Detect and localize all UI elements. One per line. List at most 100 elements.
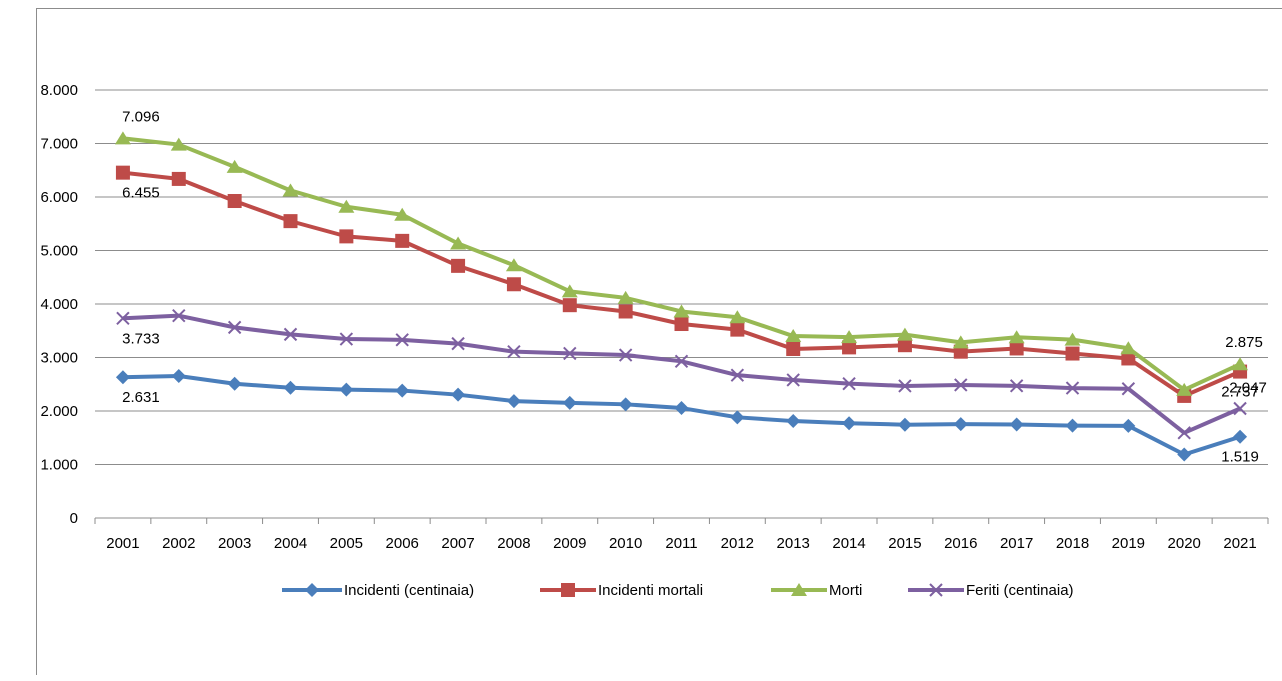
x-tick-label-14: 2015 bbox=[888, 535, 921, 552]
y-tick-label-5: 5.000 bbox=[40, 243, 78, 260]
point-1-2 bbox=[227, 194, 242, 209]
point-2-2 bbox=[226, 159, 243, 173]
point-0-19 bbox=[1177, 447, 1192, 462]
x-tick-label-17: 2018 bbox=[1056, 535, 1089, 552]
y-tick-label-6: 6.000 bbox=[40, 189, 78, 206]
point-3-2 bbox=[227, 320, 242, 335]
data-label-5: 2.737 bbox=[1221, 384, 1259, 401]
x-tick-label-10: 2011 bbox=[665, 535, 697, 552]
point-3-15 bbox=[954, 378, 968, 392]
point-2-4 bbox=[338, 199, 355, 213]
legend-item-0: Incidenti (centinaia) bbox=[282, 582, 474, 599]
point-3-4 bbox=[339, 332, 354, 346]
legend: Incidenti (centinaia) Incidenti mortali Mo… bbox=[282, 582, 1074, 599]
legend-swatch-marker-3 bbox=[929, 583, 943, 597]
point-1-5 bbox=[395, 233, 410, 248]
y-tick-label-8: 8.000 bbox=[40, 82, 78, 99]
point-3-20 bbox=[1233, 401, 1247, 416]
point-0-8 bbox=[562, 395, 577, 410]
data-label-1: 6.455 bbox=[122, 185, 160, 202]
point-1-14 bbox=[897, 338, 912, 353]
point-0-11 bbox=[730, 410, 745, 425]
point-2-0 bbox=[114, 131, 131, 145]
chart-area: 0 1.000 2.000 3.000 4.000 5.000 6.000 7.000 8.00… bbox=[36, 8, 1282, 675]
point-1-10 bbox=[674, 317, 689, 332]
x-tick-label-9: 2010 bbox=[609, 535, 642, 552]
x-tick-label-19: 2020 bbox=[1168, 535, 1201, 552]
legend-label-2: Morti bbox=[829, 582, 862, 599]
point-0-2 bbox=[227, 376, 242, 391]
data-label-2: 3.733 bbox=[122, 330, 160, 347]
point-3-5 bbox=[395, 333, 409, 347]
point-2-9 bbox=[617, 290, 634, 304]
point-1-6 bbox=[451, 258, 466, 273]
point-3-6 bbox=[451, 336, 465, 351]
data-label-7: 1.519 bbox=[1221, 449, 1259, 466]
point-2-1 bbox=[170, 137, 187, 151]
data-label-6: 2.047 bbox=[1229, 379, 1267, 396]
x-tick-label-6: 2007 bbox=[441, 535, 474, 552]
point-0-1 bbox=[171, 369, 186, 384]
legend-label-1: Incidenti mortali bbox=[598, 582, 703, 599]
point-0-3 bbox=[283, 380, 298, 395]
point-0-15 bbox=[953, 417, 968, 432]
x-tick-label-16: 2017 bbox=[1000, 535, 1033, 552]
y-tick-label-1: 1.000 bbox=[40, 457, 78, 474]
point-3-1 bbox=[172, 308, 186, 323]
point-2-11 bbox=[729, 310, 746, 324]
line-chart: 0 1.000 2.000 3.000 4.000 5.000 6.000 7.000 8.00… bbox=[40, 82, 1269, 599]
point-2-6 bbox=[450, 236, 467, 250]
point-3-0 bbox=[116, 311, 130, 325]
point-1-17 bbox=[1065, 346, 1080, 361]
point-3-19 bbox=[1177, 426, 1191, 440]
legend-swatch-marker-1 bbox=[561, 583, 575, 597]
x-tick-label-3: 2004 bbox=[274, 535, 307, 552]
point-3-3 bbox=[283, 327, 298, 342]
point-2-8 bbox=[561, 284, 578, 298]
point-0-16 bbox=[1009, 417, 1024, 432]
point-2-12 bbox=[785, 329, 802, 343]
y-tick-label-0: 0 bbox=[70, 510, 78, 527]
x-axis-tick-labels: 2001 2002 2003 2004 2005 2006 2007 2008 2009 2010… bbox=[106, 535, 1257, 552]
point-3-17 bbox=[1065, 381, 1080, 395]
point-2-20 bbox=[1232, 357, 1249, 371]
point-3-7 bbox=[507, 344, 521, 359]
x-tick-label-12: 2013 bbox=[777, 535, 810, 552]
x-tick-label-11: 2012 bbox=[721, 535, 754, 552]
x-tick-label-15: 2016 bbox=[944, 535, 977, 552]
point-0-4 bbox=[339, 382, 354, 397]
point-3-13 bbox=[842, 376, 856, 391]
series-0 bbox=[115, 369, 1248, 462]
point-0-14 bbox=[897, 417, 912, 432]
point-1-4 bbox=[339, 229, 354, 244]
point-3-14 bbox=[898, 379, 912, 393]
point-2-5 bbox=[394, 207, 411, 221]
series-3 bbox=[116, 308, 1247, 440]
point-0-9 bbox=[618, 397, 633, 412]
x-tick-label-0: 2001 bbox=[106, 535, 139, 552]
point-3-16 bbox=[1009, 379, 1024, 393]
point-2-10 bbox=[673, 304, 690, 318]
point-2-18 bbox=[1120, 341, 1137, 355]
point-0-0 bbox=[115, 370, 130, 385]
point-2-17 bbox=[1064, 332, 1081, 346]
point-3-8 bbox=[563, 346, 577, 361]
point-0-5 bbox=[395, 383, 410, 398]
x-tick-label-20: 2021 bbox=[1223, 535, 1256, 552]
point-1-13 bbox=[842, 340, 857, 355]
point-1-18 bbox=[1121, 351, 1136, 366]
series-1 bbox=[115, 165, 1248, 403]
x-tick-label-8: 2009 bbox=[553, 535, 586, 552]
legend-label-0: Incidenti (centinaia) bbox=[344, 582, 474, 599]
series-2 bbox=[114, 131, 1249, 396]
point-2-13 bbox=[841, 330, 858, 344]
point-1-12 bbox=[786, 341, 801, 356]
point-1-8 bbox=[562, 298, 577, 313]
gridlines bbox=[95, 89, 1268, 465]
point-1-7 bbox=[506, 277, 521, 292]
point-1-16 bbox=[1009, 341, 1024, 356]
x-tick-label-18: 2019 bbox=[1112, 535, 1145, 552]
point-3-10 bbox=[674, 354, 689, 369]
x-tick-label-13: 2014 bbox=[832, 535, 865, 552]
point-2-15 bbox=[952, 335, 969, 349]
